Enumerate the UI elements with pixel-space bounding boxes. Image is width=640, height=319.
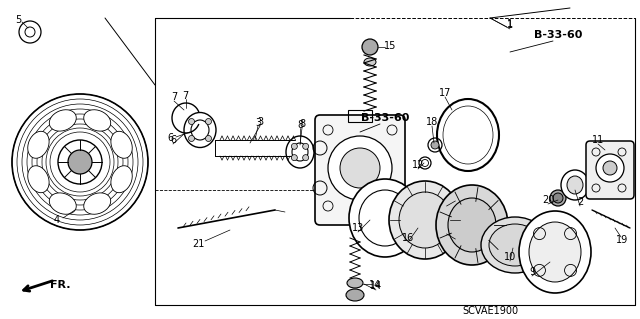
Circle shape: [340, 148, 380, 188]
Ellipse shape: [550, 190, 566, 206]
Ellipse shape: [49, 193, 76, 214]
Circle shape: [291, 143, 298, 149]
FancyBboxPatch shape: [586, 141, 634, 199]
Ellipse shape: [567, 176, 583, 194]
Text: 7: 7: [182, 91, 188, 101]
Ellipse shape: [349, 179, 421, 257]
Text: 18: 18: [426, 117, 438, 127]
Text: 14: 14: [370, 281, 382, 291]
Circle shape: [553, 193, 563, 203]
Text: 1: 1: [507, 19, 513, 29]
Ellipse shape: [561, 170, 589, 200]
Ellipse shape: [347, 278, 363, 288]
Ellipse shape: [436, 185, 508, 265]
Circle shape: [68, 150, 92, 174]
Ellipse shape: [111, 131, 132, 158]
Text: SCVAE1900: SCVAE1900: [462, 306, 518, 316]
Text: 15: 15: [384, 41, 396, 51]
Ellipse shape: [529, 222, 581, 282]
Ellipse shape: [489, 224, 541, 266]
Text: 3: 3: [257, 117, 263, 127]
Ellipse shape: [481, 217, 549, 273]
Text: 3: 3: [255, 118, 261, 128]
Circle shape: [431, 141, 439, 149]
Text: 9: 9: [529, 267, 535, 277]
FancyBboxPatch shape: [315, 115, 405, 225]
Ellipse shape: [389, 181, 461, 259]
Ellipse shape: [111, 166, 132, 193]
Text: 11: 11: [592, 135, 604, 145]
Text: FR.: FR.: [50, 280, 70, 290]
Ellipse shape: [448, 198, 496, 252]
Text: 10: 10: [504, 252, 516, 262]
Text: 2: 2: [577, 197, 583, 207]
Text: 5: 5: [15, 15, 21, 25]
Bar: [348, 110, 372, 122]
Text: 14: 14: [369, 280, 381, 290]
Text: 7: 7: [171, 92, 177, 102]
Ellipse shape: [84, 193, 111, 214]
Ellipse shape: [364, 58, 376, 66]
Circle shape: [189, 136, 195, 142]
Text: 21: 21: [192, 239, 204, 249]
Ellipse shape: [346, 289, 364, 301]
Text: B-33-60: B-33-60: [534, 30, 582, 40]
Ellipse shape: [443, 106, 493, 164]
Ellipse shape: [359, 190, 411, 246]
Circle shape: [303, 155, 308, 161]
Text: 6: 6: [170, 135, 176, 145]
Circle shape: [189, 119, 195, 124]
Circle shape: [362, 39, 378, 55]
Text: 13: 13: [352, 223, 364, 233]
Ellipse shape: [28, 166, 49, 193]
Circle shape: [205, 119, 211, 124]
Ellipse shape: [84, 110, 111, 131]
Text: 1: 1: [507, 20, 513, 30]
Circle shape: [603, 161, 617, 175]
Text: 16: 16: [402, 233, 414, 243]
Text: 8: 8: [299, 119, 305, 129]
Circle shape: [205, 136, 211, 142]
Circle shape: [328, 136, 392, 200]
Ellipse shape: [437, 99, 499, 171]
Text: 6: 6: [167, 133, 173, 143]
Text: 20: 20: [542, 195, 554, 205]
Circle shape: [291, 155, 298, 161]
Text: 17: 17: [439, 88, 451, 98]
Ellipse shape: [28, 131, 49, 158]
Circle shape: [596, 154, 624, 182]
Ellipse shape: [519, 211, 591, 293]
Ellipse shape: [399, 192, 451, 248]
Text: B-33-60: B-33-60: [361, 113, 409, 123]
Text: 8: 8: [297, 120, 303, 130]
Circle shape: [303, 143, 308, 149]
Ellipse shape: [49, 110, 76, 131]
Text: 19: 19: [616, 235, 628, 245]
Text: 12: 12: [412, 160, 424, 170]
Text: 4: 4: [54, 215, 60, 225]
